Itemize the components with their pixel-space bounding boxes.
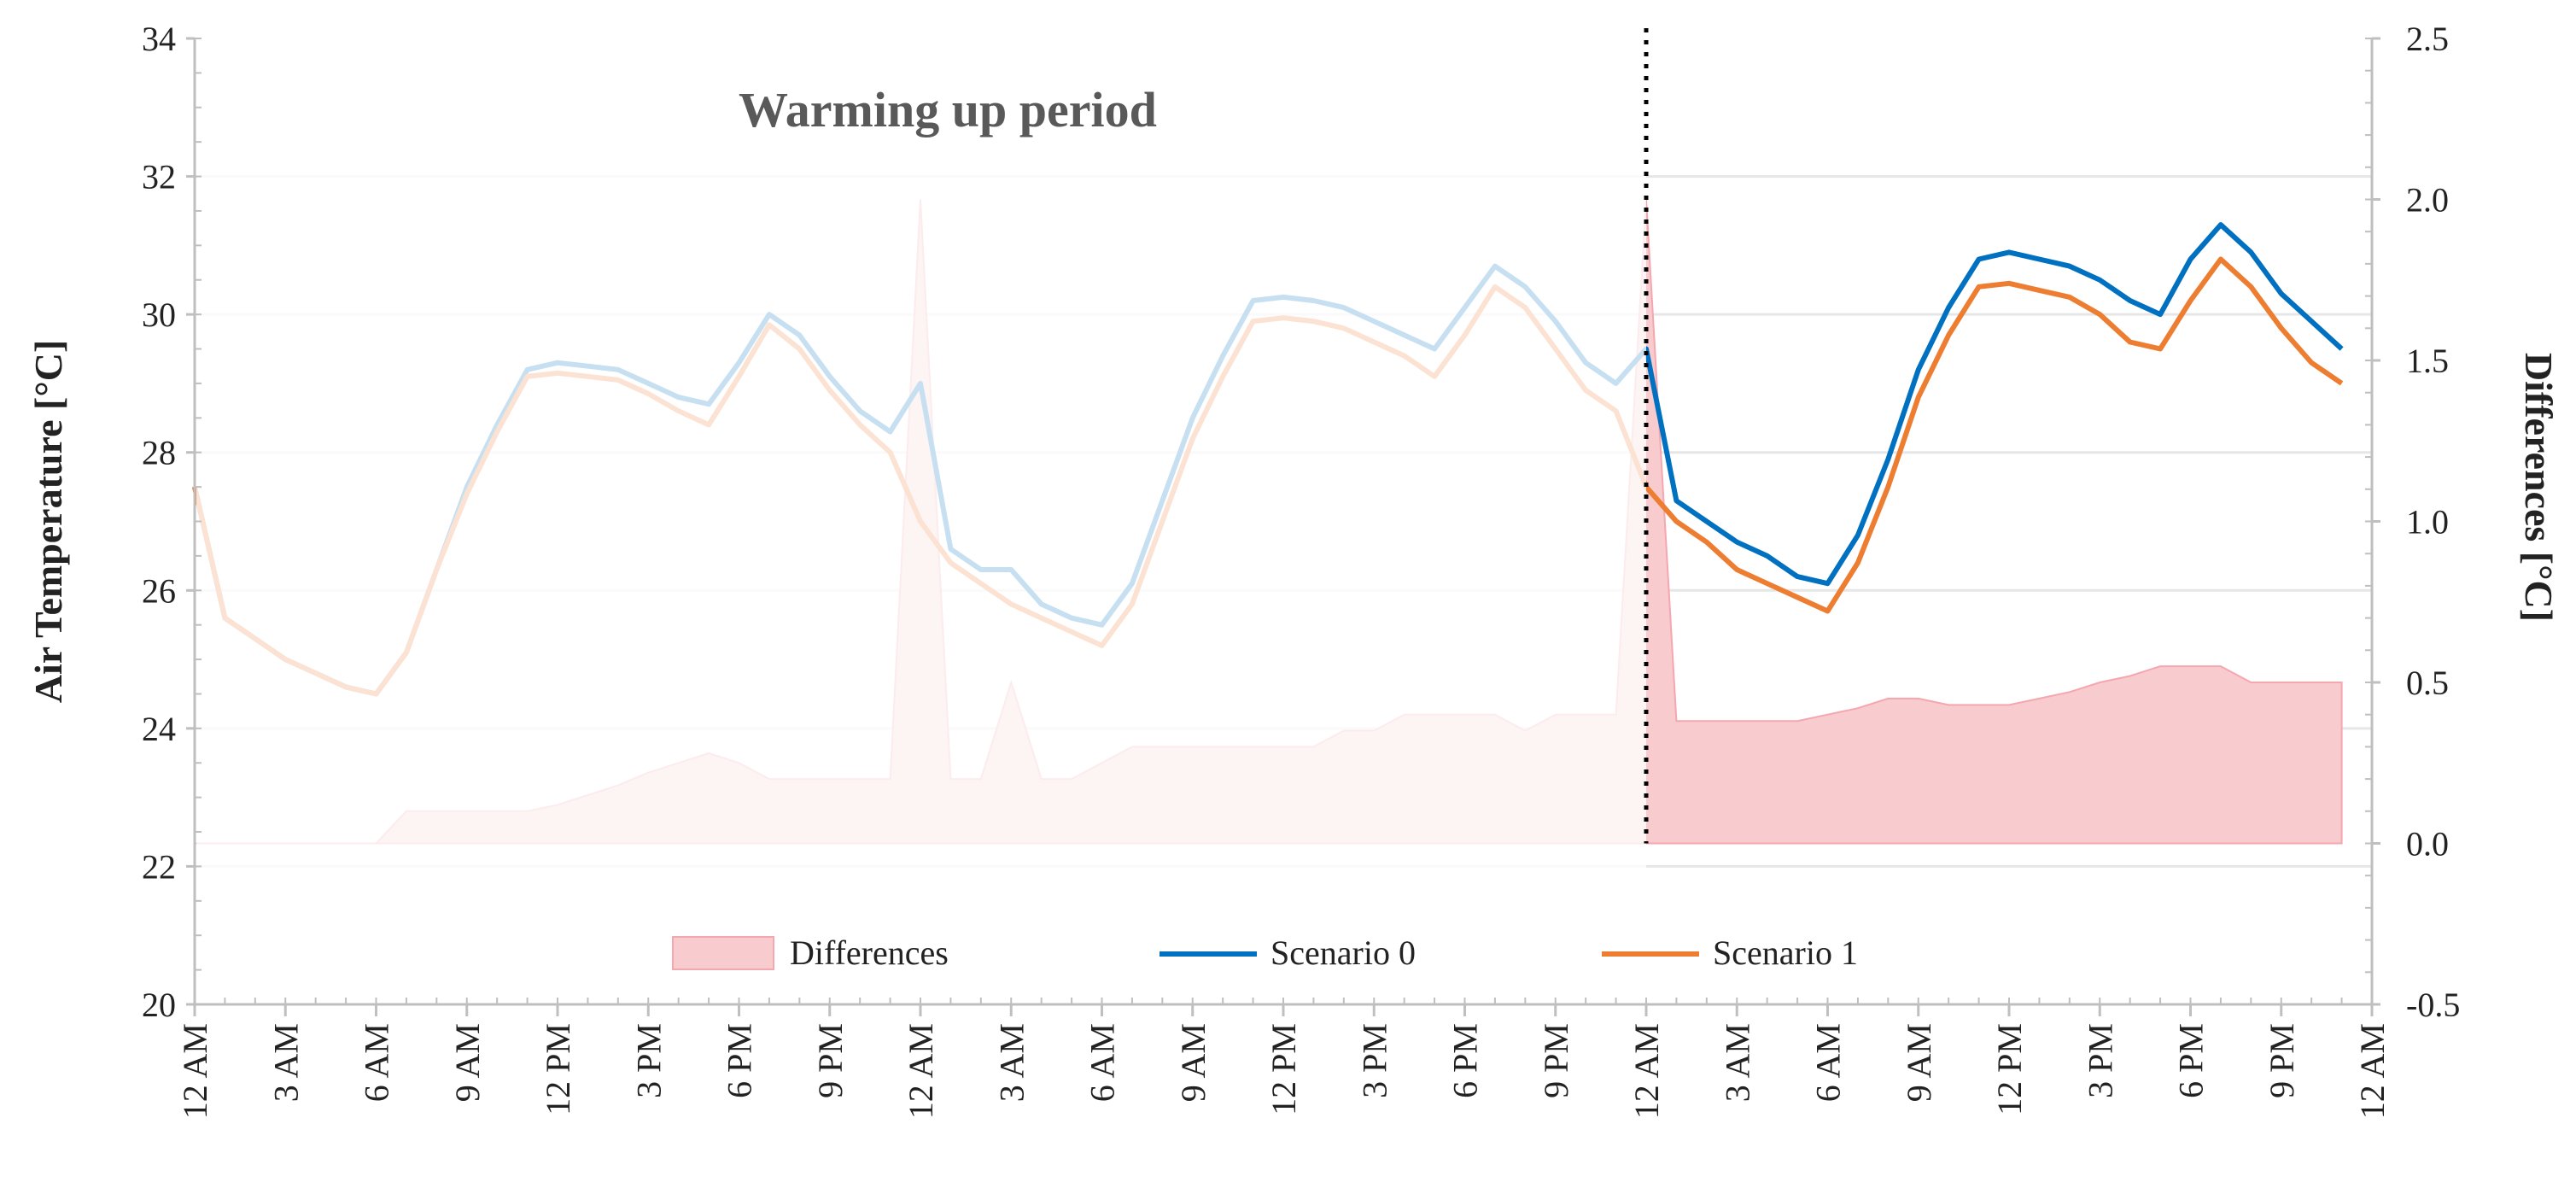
x-tick-label: 6 AM bbox=[358, 1023, 396, 1102]
x-tick-label: 3 AM bbox=[266, 1023, 305, 1102]
y-right-tick-label: 0.5 bbox=[2406, 664, 2449, 702]
y-left-tick-label: 24 bbox=[142, 710, 176, 748]
x-tick-label: 12 PM bbox=[1265, 1023, 1303, 1115]
warmup-annotation: Warming up period bbox=[739, 82, 1157, 138]
x-tick-label: 6 AM bbox=[1084, 1023, 1122, 1102]
y-left-tick-label: 26 bbox=[142, 571, 176, 610]
legend: Differences Scenario 0 Scenario 1 bbox=[672, 933, 1858, 972]
x-tick-label: 12 AM bbox=[2353, 1023, 2392, 1119]
x-tick-label: 3 PM bbox=[1355, 1023, 1393, 1098]
warmup-fade-overlay bbox=[196, 30, 1646, 1004]
x-tick-label: 12 AM bbox=[1627, 1023, 1666, 1119]
y-left-tick-label: 22 bbox=[142, 847, 176, 886]
x-tick-label: 9 AM bbox=[1174, 1023, 1212, 1102]
x-tick-label: 12 AM bbox=[902, 1023, 940, 1119]
y-right-tick-label: 1.5 bbox=[2406, 342, 2449, 380]
legend-scenario-1-label: Scenario 1 bbox=[1713, 933, 1858, 972]
x-tick-label: 12 PM bbox=[539, 1023, 577, 1115]
x-tick-label: 6 AM bbox=[1809, 1023, 1848, 1102]
y-right-tick-label: -0.5 bbox=[2406, 986, 2460, 1024]
x-tick-label: 3 AM bbox=[1718, 1023, 1756, 1102]
y-left-tick-label: 20 bbox=[142, 986, 176, 1024]
y-axis-left-title: Air Temperature [°C] bbox=[26, 340, 70, 704]
legend-scenario-0-label: Scenario 0 bbox=[1270, 933, 1416, 972]
x-tick-label: 12 PM bbox=[1990, 1023, 2029, 1115]
x-tick-label: 6 PM bbox=[1446, 1023, 1485, 1098]
legend-differences-swatch bbox=[672, 936, 774, 970]
y-right-tick-label: 2.0 bbox=[2406, 181, 2449, 219]
x-tick-label: 9 AM bbox=[448, 1023, 487, 1102]
x-tick-label: 9 PM bbox=[2263, 1023, 2301, 1098]
x-tick-label: 9 AM bbox=[1900, 1023, 1938, 1102]
y-axis-right-title: Differences [°C] bbox=[2517, 353, 2561, 622]
x-tick-label: 9 PM bbox=[811, 1023, 850, 1098]
y-left-tick-label: 32 bbox=[142, 158, 176, 196]
x-tick-label: 6 PM bbox=[721, 1023, 759, 1098]
x-tick-label: 9 PM bbox=[1537, 1023, 1575, 1098]
x-tick-label: 3 PM bbox=[629, 1023, 668, 1098]
y-right-tick-label: 0.0 bbox=[2406, 825, 2449, 863]
y-right-tick-label: 1.0 bbox=[2406, 503, 2449, 541]
x-tick-label: 3 PM bbox=[2081, 1023, 2119, 1098]
x-tick-label: 12 AM bbox=[176, 1023, 214, 1119]
y-left-tick-label: 34 bbox=[142, 20, 176, 58]
y-right-tick-label: 2.5 bbox=[2406, 20, 2449, 58]
x-tick-label: 6 PM bbox=[2172, 1023, 2211, 1098]
legend-differences-label: Differences bbox=[790, 933, 949, 972]
y-left-tick-label: 28 bbox=[142, 434, 176, 472]
y-left-tick-label: 30 bbox=[142, 296, 176, 334]
x-tick-label: 3 AM bbox=[992, 1023, 1031, 1102]
